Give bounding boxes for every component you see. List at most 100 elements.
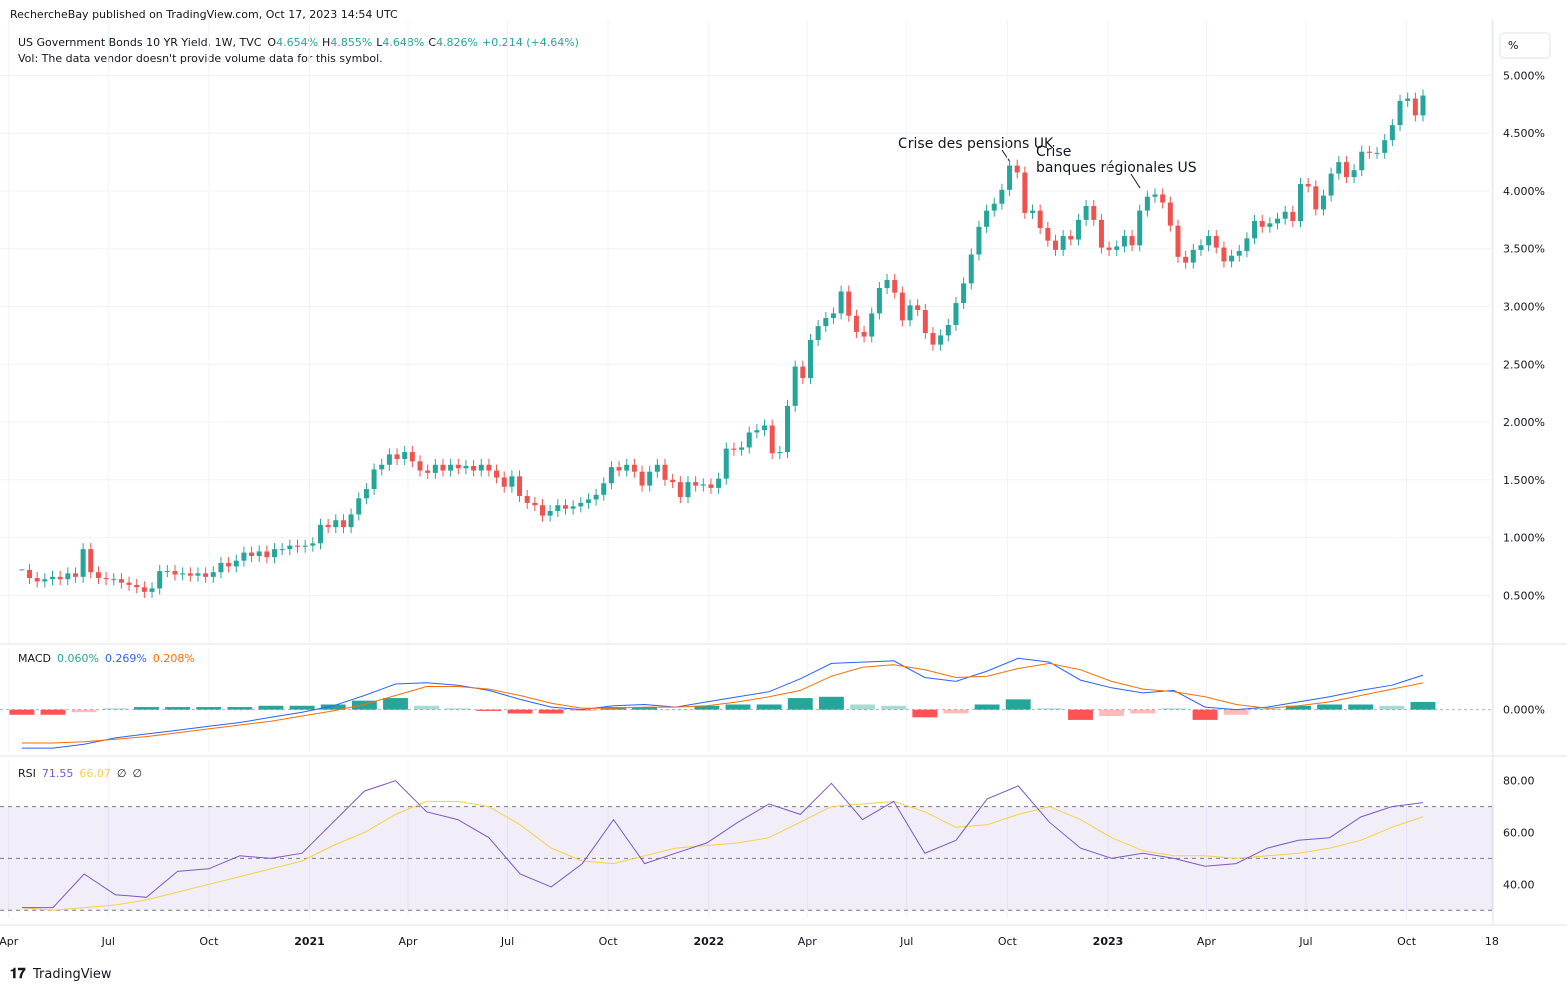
histogram-bar <box>1223 709 1249 715</box>
candle <box>754 430 760 433</box>
candle <box>149 588 155 592</box>
candle <box>662 464 668 480</box>
y-tick-label: 60.00 <box>1503 827 1535 840</box>
histogram-bar <box>289 705 315 710</box>
candle <box>1267 223 1273 227</box>
candle <box>386 454 392 465</box>
candle <box>1259 221 1265 227</box>
candle <box>1052 240 1058 250</box>
histogram-bar <box>1348 704 1374 710</box>
candle <box>164 571 170 573</box>
candle <box>762 425 768 431</box>
x-tick-label: 18 <box>1485 935 1499 948</box>
histogram-bar <box>632 707 658 710</box>
candle <box>693 482 699 486</box>
candle <box>1129 236 1135 246</box>
candle <box>310 543 316 546</box>
candle <box>1282 211 1288 219</box>
histogram-bar <box>1192 709 1218 720</box>
candle <box>27 569 33 578</box>
candle <box>448 464 454 471</box>
candle <box>807 340 813 379</box>
candle <box>1359 151 1365 171</box>
candle <box>524 495 530 503</box>
candle <box>593 494 599 500</box>
candle <box>792 366 798 406</box>
ohlc-value: 4.855% <box>330 36 372 49</box>
histogram-bar <box>383 698 408 710</box>
candle <box>540 505 546 516</box>
y-tick-label: 5.000% <box>1503 69 1545 82</box>
ohlc-key: L <box>376 36 383 49</box>
candle <box>785 405 791 453</box>
candle <box>1190 249 1196 263</box>
candle <box>272 549 278 558</box>
candle <box>57 576 63 580</box>
candle <box>670 479 676 483</box>
histogram-bar <box>1068 709 1093 720</box>
candle <box>708 484 714 488</box>
candle <box>509 476 515 487</box>
candle <box>984 210 990 227</box>
candle <box>1030 210 1036 213</box>
x-tick-label: Oct <box>1397 935 1417 948</box>
indicator-value: 0.269% <box>105 652 147 665</box>
histogram-bar <box>258 705 284 710</box>
candle <box>226 562 232 567</box>
unit-button[interactable] <box>1499 32 1551 59</box>
histogram-bar <box>1099 709 1125 717</box>
y-tick-label: 80.00 <box>1503 775 1535 788</box>
histogram-bar <box>756 704 782 710</box>
volume-note: Vol: The data vendor doesn't provide vol… <box>18 52 383 65</box>
candle <box>953 303 959 325</box>
candle <box>455 464 461 469</box>
histogram-bar <box>507 709 533 714</box>
histogram-bar <box>1379 705 1405 710</box>
candle <box>1083 205 1089 220</box>
candle <box>95 572 101 578</box>
candle <box>677 482 683 498</box>
histogram-bar <box>569 709 595 711</box>
indicator-name: RSI <box>18 767 36 780</box>
candle <box>432 464 438 473</box>
macd-line <box>21 657 1424 749</box>
histogram-bar <box>538 709 564 714</box>
histogram-bar <box>196 707 222 710</box>
x-tick-label: Apr <box>0 935 19 948</box>
x-tick-label: Jul <box>101 935 115 948</box>
x-tick-label: Oct <box>599 935 619 948</box>
candle <box>126 582 132 585</box>
candle <box>1091 205 1097 220</box>
candle <box>463 465 469 469</box>
ohlc-value: 4.654% <box>276 36 318 49</box>
candle <box>80 549 86 577</box>
candle <box>88 549 94 573</box>
histogram-bar <box>881 705 907 710</box>
candle <box>348 514 354 528</box>
candle <box>938 335 944 345</box>
candle <box>716 478 722 488</box>
ohlc-key: C <box>428 36 436 49</box>
candle <box>570 506 576 509</box>
candle <box>1221 247 1227 262</box>
candle <box>930 333 936 345</box>
x-tick-label: Apr <box>398 935 418 948</box>
candle <box>478 464 484 471</box>
candle <box>562 505 568 509</box>
candle <box>1183 256 1189 263</box>
candle <box>279 549 285 551</box>
candle <box>555 505 561 511</box>
candle <box>180 573 186 575</box>
y-tick-label: 4.500% <box>1503 127 1545 140</box>
logo-text: TradingView <box>32 967 112 982</box>
candle <box>654 464 660 472</box>
histogram-bar <box>133 707 159 710</box>
annotation: Crise des pensions UK <box>898 136 1054 152</box>
candle <box>1022 172 1028 213</box>
histogram-bar <box>1317 704 1343 710</box>
candle <box>777 452 783 454</box>
rsi-line <box>21 780 1424 909</box>
footer-logo[interactable]: 𝟏𝟕 TradingView <box>10 966 112 982</box>
logo-mark: 𝟏𝟕 <box>10 966 26 982</box>
